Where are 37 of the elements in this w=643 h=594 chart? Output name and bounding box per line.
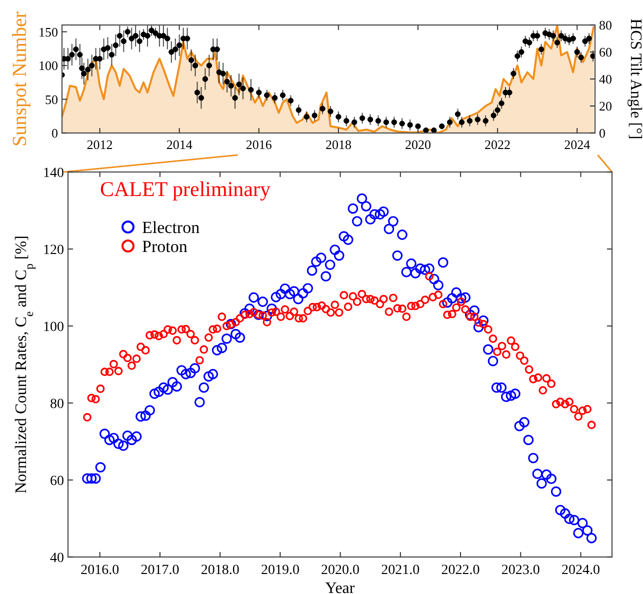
y-tick-label: 80 <box>50 396 64 412</box>
y-tick-label: 50 <box>45 92 58 107</box>
x-tick-label: 2020.0 <box>321 563 360 578</box>
y2-tick-label: 60 <box>599 44 612 60</box>
y2-tick-label: 40 <box>599 72 612 87</box>
y-tick-label: 140 <box>43 166 64 181</box>
x-tick-label: 2018 <box>325 137 352 152</box>
y-tick-label: 120 <box>43 242 64 258</box>
y2-tick-label: 20 <box>599 98 612 114</box>
x-tick-label: 2016.0 <box>80 563 120 578</box>
x-tick-label: 2023.0 <box>501 563 540 578</box>
x-tick-label: 2016 <box>246 137 272 152</box>
y2-tick-label: 0 <box>599 126 606 141</box>
y2-tick-label: 80 <box>599 18 612 33</box>
x-tick-label: 2014 <box>166 137 193 152</box>
x-tick-label: 2012 <box>86 137 113 152</box>
y-tick-label: 150 <box>38 24 58 40</box>
x-axis-title: Year <box>325 580 356 594</box>
y-tick-label: 40 <box>50 550 64 566</box>
y-tick-label: 100 <box>43 320 64 335</box>
y-axis-title: Sunspot Number <box>9 11 31 146</box>
x-tick-label: 2019.0 <box>260 563 300 578</box>
y-tick-label: 60 <box>50 474 64 489</box>
x-tick-label: 2017.0 <box>140 563 180 578</box>
y-tick-label: 0 <box>52 126 58 141</box>
x-tick-label: 2018.0 <box>200 563 240 578</box>
x-tick-label: 2022.0 <box>441 563 480 578</box>
legend-label: Proton <box>142 236 188 256</box>
x-tick-label: 2021.0 <box>381 563 420 578</box>
x-tick-label: 2022 <box>484 137 511 152</box>
x-tick-label: 2024 <box>564 137 591 152</box>
legend-label: Electron <box>142 218 200 237</box>
y2-axis-title: HCS Tilt Angle [°] <box>627 18 643 140</box>
y-tick-label: 100 <box>38 58 58 74</box>
x-tick-label: 2024.0 <box>561 563 600 578</box>
annotation: CALET preliminary <box>100 177 271 201</box>
x-tick-label: 2020 <box>404 137 431 152</box>
